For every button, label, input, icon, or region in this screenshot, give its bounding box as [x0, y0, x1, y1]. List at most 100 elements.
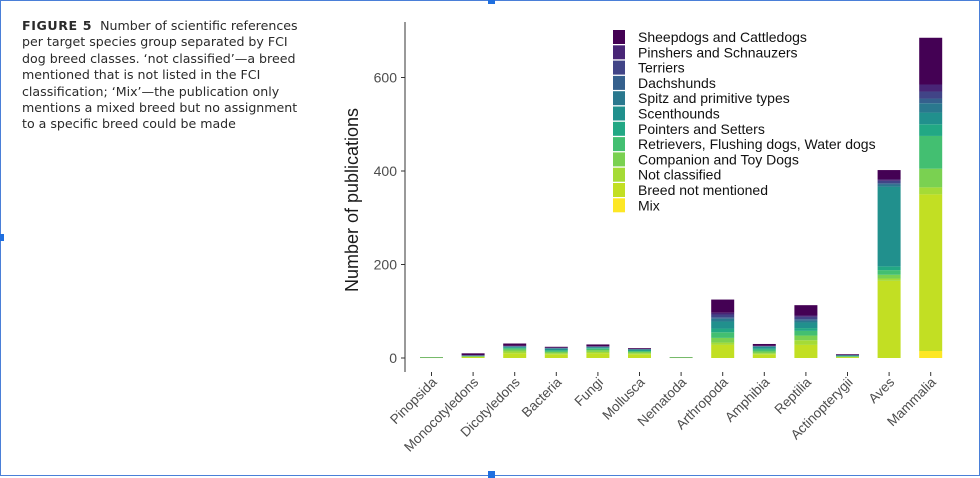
bar-segment: [877, 280, 901, 358]
bar-segment: [919, 124, 943, 136]
legend-swatch: [613, 198, 625, 213]
figure-caption: FIGURE 5 Number of scientific references …: [22, 18, 312, 133]
legend-label: Terriers: [638, 60, 685, 76]
bar-segment: [461, 353, 485, 356]
bar-segment: [836, 355, 859, 357]
legend-label: Companion and Toy Dogs: [638, 151, 799, 167]
legend-swatch: [613, 183, 625, 197]
bar-segment: [503, 343, 527, 346]
bar-segment: [711, 312, 735, 315]
bar-segment: [711, 344, 735, 358]
bar-segment: [628, 349, 651, 350]
bar-segment: [919, 98, 943, 104]
legend-swatch: [613, 137, 625, 152]
bar-segment: [794, 319, 818, 321]
bar-segment: [919, 168, 943, 188]
bar-segment: [711, 328, 735, 333]
bar-segment: [503, 346, 527, 347]
bar-segment: [711, 342, 735, 345]
bar-segment: [503, 353, 527, 358]
bar-segment: [794, 305, 818, 316]
bar-segment: [752, 343, 776, 346]
y-tick-label: 200: [374, 257, 398, 273]
bar-segment: [794, 340, 818, 345]
bar-segment: [628, 353, 651, 355]
bar-segment: [752, 349, 776, 352]
legend-swatch: [613, 75, 625, 90]
bar-segment: [877, 270, 901, 275]
bar-segment: [586, 344, 610, 347]
bar-segment: [544, 346, 568, 348]
bar-segment: [794, 335, 818, 341]
legend-label: Mix: [638, 197, 660, 213]
bar-segment: [544, 348, 568, 351]
bar-segment: [628, 350, 651, 352]
bar-segment: [752, 345, 776, 347]
resize-handle-left[interactable]: [0, 234, 4, 241]
legend-swatch: [613, 167, 625, 182]
legend-label: Sheepdogs and Cattledogs: [638, 29, 807, 45]
x-tick-label: Fungi: [572, 375, 606, 409]
bar-segment: [752, 351, 776, 354]
legend-swatch: [613, 121, 625, 136]
legend-label: Breed not mentioned: [638, 182, 768, 198]
legend-label: Dachshunds: [638, 75, 716, 91]
bar-segment: [586, 348, 610, 351]
bar-segment: [544, 353, 568, 355]
bar-segment: [711, 337, 735, 343]
bar-segment: [586, 350, 610, 352]
legend-swatch: [613, 152, 625, 167]
bar-segment: [503, 351, 527, 354]
legend-label: Pointers and Setters: [638, 121, 765, 137]
bar-segment: [836, 356, 859, 357]
bar-segment: [586, 346, 610, 348]
bar-segment: [503, 347, 527, 349]
resize-handle-top[interactable]: [488, 0, 495, 4]
bar-segment: [586, 348, 610, 349]
legend-label: Retrievers, Flushing dogs, Water dogs: [638, 136, 876, 152]
bar-segment: [461, 355, 485, 357]
bar-segment: [919, 187, 943, 195]
legend-label: Scenthounds: [638, 106, 720, 122]
bar-segment: [836, 357, 859, 358]
bar-segment: [711, 317, 735, 319]
bar-segment: [919, 91, 943, 99]
bar-segment: [877, 278, 901, 281]
legend-swatch: [613, 106, 625, 121]
y-tick-label: 600: [374, 70, 398, 86]
x-tick-label: Bacteria: [519, 374, 565, 420]
legend-swatch: [613, 91, 625, 106]
bar-segment: [919, 37, 943, 85]
bar-segment: [503, 346, 527, 348]
bar-segment: [711, 299, 735, 313]
legend-label: Spitz and primitive types: [638, 90, 790, 106]
bar-segment: [711, 314, 735, 318]
bar-segment: [919, 194, 943, 351]
bar-segment: [794, 320, 818, 323]
bar-segment: [461, 356, 485, 357]
resize-handle-bottom[interactable]: [488, 471, 495, 478]
bar-segment: [836, 354, 859, 356]
bar-segment: [711, 332, 735, 338]
bar-segment: [503, 348, 527, 350]
caption-text: Number of scientific references per targ…: [22, 18, 298, 132]
bar-segment: [586, 346, 610, 347]
bar-segment: [919, 350, 943, 358]
bar-segment: [919, 84, 943, 92]
bar-segment: [877, 184, 901, 187]
bar-segment: [752, 354, 776, 358]
legend-swatch: [613, 45, 625, 60]
y-tick-label: 400: [374, 163, 398, 179]
legend-swatch: [613, 30, 625, 44]
bar-segment: [711, 318, 735, 322]
bar-segment: [461, 355, 485, 356]
bar-segment: [752, 346, 776, 347]
bar-segment: [794, 330, 818, 336]
bar-segment: [794, 322, 818, 329]
bar-segment: [877, 180, 901, 184]
bar-segment: [877, 179, 901, 181]
bar-segment: [794, 328, 818, 331]
bar-segment: [628, 348, 651, 350]
bar-segment: [752, 353, 776, 355]
